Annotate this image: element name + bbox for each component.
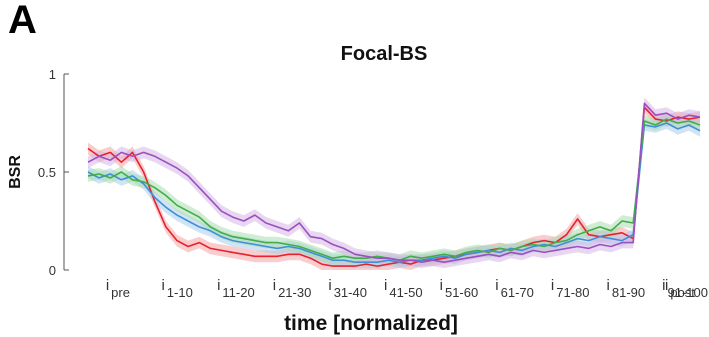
x-tick-label: i 21-30 <box>273 277 312 300</box>
panel-label: A <box>8 0 37 42</box>
x-tick-label: i 71-80 <box>551 277 590 300</box>
x-tick-label: i 41-50 <box>384 277 423 300</box>
series-3-band <box>88 97 700 268</box>
x-tick-label: i 81-90 <box>607 277 646 300</box>
series-0-line <box>87 106 701 267</box>
plot-area <box>87 97 701 271</box>
y-tick-label: 0.5 <box>38 165 56 180</box>
x-axis-label: time [normalized] <box>284 312 458 335</box>
y-axis: 00.51 <box>38 67 69 278</box>
x-tick-label: i 11-20 <box>217 277 255 300</box>
series-1-line <box>87 122 701 264</box>
x-axis: i pre i 1-10 i 11-20 i 21-30 i 31-40 i 41-50 i 51-60 i… <box>106 277 708 300</box>
x-tick-label: i pre <box>106 277 130 300</box>
x-tick-label: i 61-70 <box>495 277 534 300</box>
x-tick-label: i 1-10 <box>161 277 192 300</box>
x-tick-label: i 51-60 <box>440 277 479 300</box>
y-axis-label: BSR <box>7 155 24 189</box>
series-3-line <box>87 102 701 264</box>
chart-title: Focal-BS <box>341 43 428 65</box>
x-tick-label: i 31-40 <box>328 277 367 300</box>
x-tick-label: i post <box>665 277 695 300</box>
x-tick-label: i 91-100 <box>662 277 708 300</box>
y-tick-label: 1 <box>49 67 56 82</box>
y-tick-label: 0 <box>49 263 56 278</box>
